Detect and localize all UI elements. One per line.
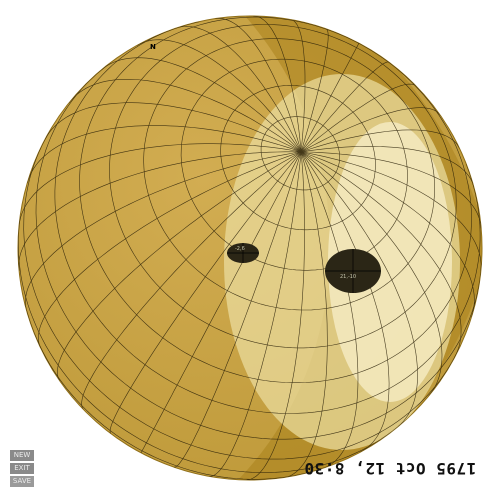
grid-line [300,28,329,152]
grid-line [300,83,417,153]
large-marker[interactable]: 21,-10 [325,249,381,293]
large-marker-label: 21,-10 [340,274,356,280]
grid-line [220,85,376,231]
grid-line [68,79,302,153]
grid-line [301,151,482,229]
grid-line [300,107,441,153]
grid-line [143,38,435,311]
grid-line [44,102,302,153]
grid-line [79,16,472,383]
grid-line [35,64,482,440]
grid-line [253,16,302,152]
grid-line [300,151,462,358]
grid-line [300,43,360,152]
grid-line [301,129,460,153]
grid-line [215,18,302,152]
grid-line [57,151,302,381]
north-label: N [150,43,156,51]
grid-line [38,151,302,348]
grid-line [25,151,302,312]
grid-line [284,151,328,478]
grid-line [140,151,302,453]
grid-line [246,151,305,480]
grid-line [300,61,390,152]
grid-line [209,151,302,477]
grid-line [18,217,404,473]
grid-line [300,151,359,469]
grid-line [23,132,459,460]
grid-line [136,39,302,152]
grid-line [290,19,306,152]
small-marker[interactable]: -2,6 [227,243,259,263]
date-time-label: 1795 Oct 12, 8:30 [303,459,476,478]
lit-region-inner [328,122,452,402]
grid-line [54,21,481,414]
exit-button[interactable]: EXIT [10,463,34,474]
grid-line [300,151,390,453]
grid-line [260,116,340,191]
grid-line [18,151,302,271]
new-button[interactable]: NEW [10,450,34,461]
grid-line [173,151,302,468]
grid-line [81,151,302,410]
grid-line [300,151,475,318]
grid-line [26,311,322,480]
grid-line [109,151,302,434]
grid-line [109,24,457,349]
lat-long-grid [18,16,482,480]
small-marker-label: -2,6 [235,246,245,252]
save-button[interactable]: SAVE [10,476,34,487]
